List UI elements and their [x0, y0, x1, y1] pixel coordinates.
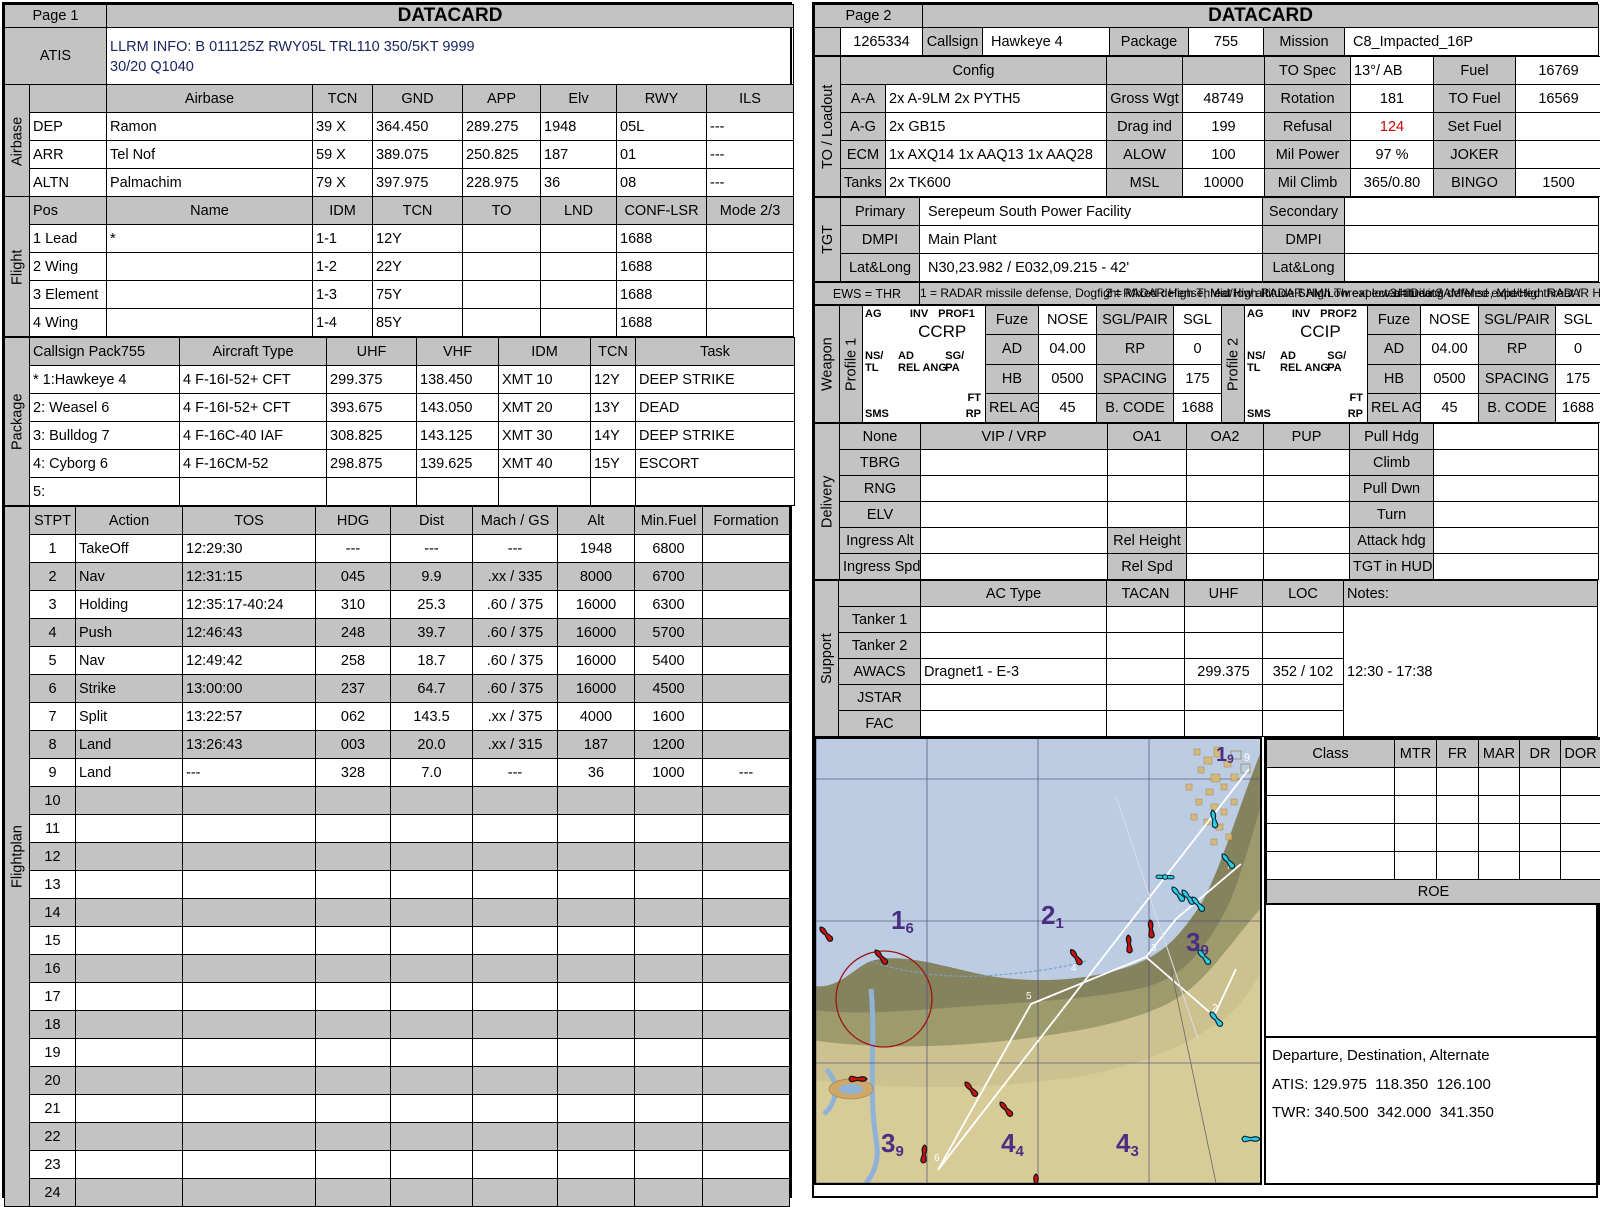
svg-text:3: 3	[1151, 943, 1157, 954]
svg-text:9: 9	[1244, 752, 1250, 764]
svg-text:6: 6	[934, 1153, 940, 1164]
svg-text:4: 4	[1071, 963, 1077, 974]
svg-text:5: 5	[1026, 991, 1032, 1002]
